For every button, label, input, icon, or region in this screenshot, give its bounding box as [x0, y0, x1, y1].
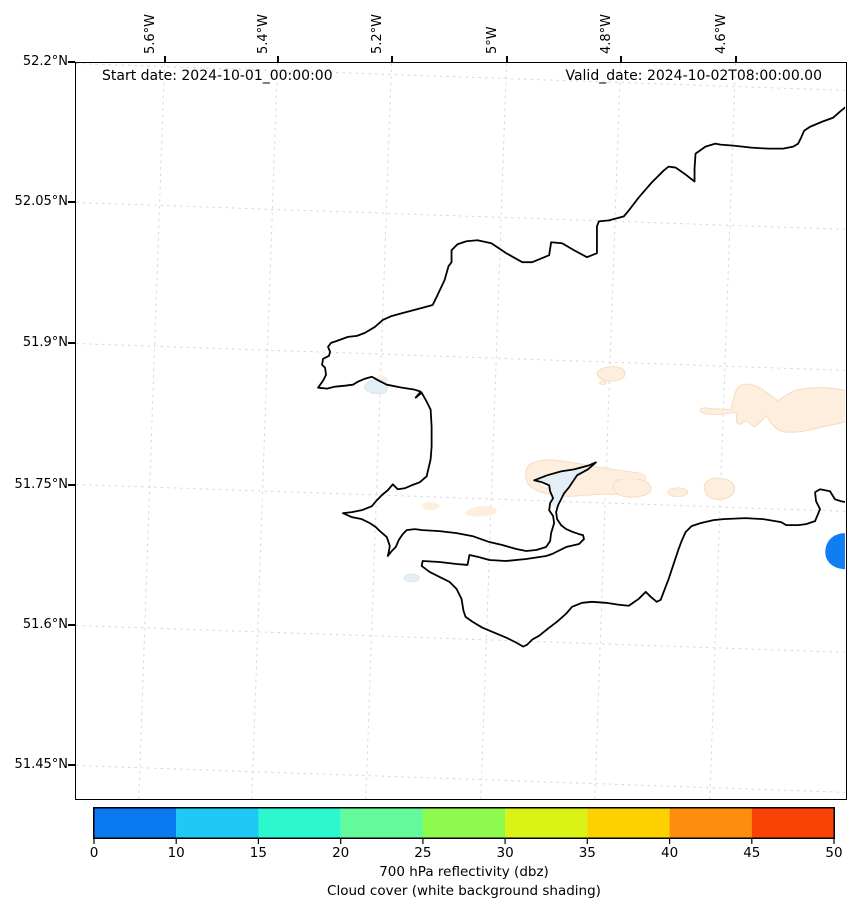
colorbar-ticks [93, 838, 835, 844]
lon-tick-mark [164, 56, 166, 62]
lat-tick-label: 51.75°N [14, 477, 68, 492]
colorbar-segments [94, 808, 834, 838]
cloud-shading-patch [612, 478, 652, 498]
colorbar-segment [587, 808, 670, 838]
cloud-shading-patch [667, 487, 688, 498]
coastline-path [317, 106, 845, 648]
water-shading-patch [364, 379, 388, 395]
lon-tick-mark [620, 56, 622, 62]
cloud-shading-patch [421, 502, 440, 511]
lat-tick-label: 52.2°N [22, 54, 68, 69]
lat-tick-mark [68, 342, 75, 344]
reflectivity-patch [825, 533, 845, 570]
colorbar-outline [93, 807, 835, 839]
water-shading-patch [403, 573, 421, 583]
lat-tick-mark [68, 61, 75, 63]
cloud-shading-patch [699, 383, 845, 433]
lat-tick-label: 51.6°N [22, 617, 68, 632]
lat-tick-label: 52.05°N [14, 194, 68, 209]
colorbar-tick-label: 40 [661, 845, 679, 861]
colorbar-segment [340, 808, 423, 838]
colorbar-tick-label: 0 [89, 845, 99, 861]
colorbar-tick-label: 20 [332, 845, 350, 861]
colorbar-segment [94, 808, 177, 838]
colorbar-segment [422, 808, 506, 838]
colorbar-tick-label: 25 [414, 845, 432, 861]
lat-tick-mark [68, 484, 75, 486]
colorbar-tick-label: 15 [249, 845, 267, 861]
lon-tick-mark [277, 56, 279, 62]
lon-tick-label: 4.8°W [599, 13, 614, 54]
colorbar-tick-label: 10 [167, 845, 185, 861]
lat-tick-mark [68, 624, 75, 626]
colorbar-tick-label: 45 [743, 845, 761, 861]
lat-tick-label: 51.45°N [14, 757, 68, 772]
cloud-shading-patch [703, 477, 736, 500]
colorbar-segment [505, 808, 588, 838]
lon-tick-label: 5.6°W [143, 13, 158, 54]
lon-tick-label: 5.2°W [370, 13, 385, 54]
colorbar-segment [669, 808, 752, 838]
cloud-shading-group [373, 366, 845, 517]
cloud-shading-patch [599, 380, 607, 385]
colorbar-segment [258, 808, 341, 838]
cloud-shading-patch [610, 473, 647, 480]
valid-date-annotation: Valid_date: 2024-10-02T08:00:00.00 [565, 68, 822, 84]
colorbar-tick-label: 50 [825, 845, 843, 861]
colorbar-tick-label: 35 [578, 845, 596, 861]
lat-tick-mark [68, 201, 75, 203]
cloud-shading-patch [465, 505, 497, 517]
lon-tick-mark [506, 56, 508, 62]
start-date-annotation: Start date: 2024-10-01_00:00:00 [102, 68, 333, 84]
lon-tick-mark [391, 56, 393, 62]
lon-tick-label: 5°W [485, 26, 500, 54]
lat-tick-mark [68, 764, 75, 766]
colorbar-tick-label: 30 [496, 845, 514, 861]
colorbar-segment [176, 808, 259, 838]
cloud-shading-patch [596, 366, 626, 382]
colorbar-title-line2: Cloud cover (white background shading) [327, 883, 601, 899]
lon-tick-mark [735, 56, 737, 62]
colorbar-segment [751, 808, 834, 838]
lat-tick-label: 51.9°N [22, 335, 68, 350]
colorbar-title-line1: 700 hPa reflectivity (dbz) [379, 864, 549, 880]
lon-tick-label: 5.4°W [256, 13, 271, 54]
map-plot-area: Start date: 2024-10-01_00:00:00 Valid_da… [75, 62, 847, 800]
map-canvas [317, 106, 845, 648]
lon-tick-label: 4.6°W [714, 13, 729, 54]
colorbar [93, 807, 835, 844]
